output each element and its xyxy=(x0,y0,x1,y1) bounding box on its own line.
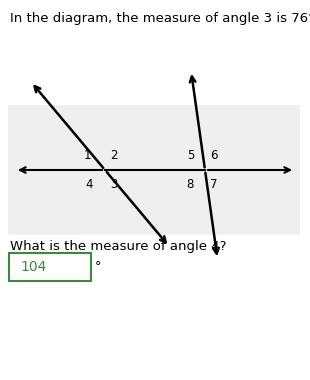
Text: °: ° xyxy=(95,261,101,274)
Text: 4: 4 xyxy=(86,178,93,191)
Text: 3: 3 xyxy=(110,178,117,191)
Text: 7: 7 xyxy=(210,178,218,191)
Text: 2: 2 xyxy=(110,149,117,162)
FancyBboxPatch shape xyxy=(8,105,300,235)
Text: 5: 5 xyxy=(187,149,194,162)
Text: 6: 6 xyxy=(210,149,218,162)
Text: 1: 1 xyxy=(83,149,91,162)
Text: What is the measure of angle 4?: What is the measure of angle 4? xyxy=(10,240,227,253)
Text: 8: 8 xyxy=(187,178,194,191)
Text: In the diagram, the measure of angle 3 is 76°.: In the diagram, the measure of angle 3 i… xyxy=(10,12,310,25)
Text: 104: 104 xyxy=(20,260,46,274)
FancyBboxPatch shape xyxy=(9,253,91,281)
